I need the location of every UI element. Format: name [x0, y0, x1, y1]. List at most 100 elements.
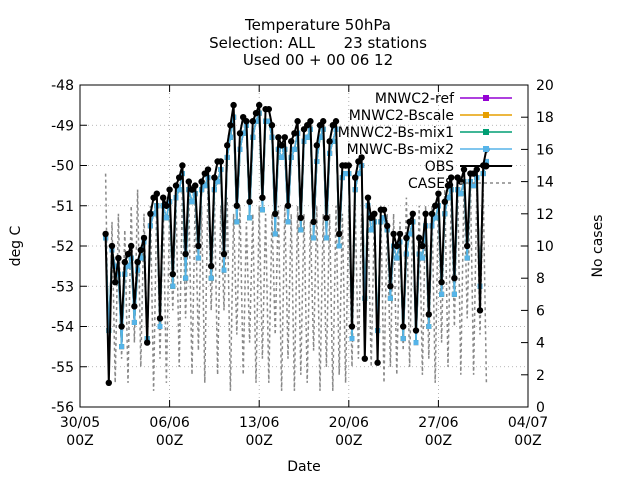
point-mnwc-bs-mix2	[138, 255, 144, 261]
point-obs	[105, 379, 113, 387]
point-obs	[403, 234, 410, 242]
point-obs	[464, 242, 471, 250]
point-obs	[243, 118, 250, 125]
point-obs	[268, 122, 276, 129]
point-obs	[124, 250, 132, 258]
point-mnwc-bs-mix2	[247, 215, 253, 221]
point-obs	[352, 174, 359, 181]
legend-marker-obs	[482, 162, 490, 170]
point-mnwc-bs-mix2	[163, 215, 169, 221]
point-mnwc-bs-mix2	[464, 255, 470, 261]
point-obs	[460, 166, 468, 173]
x-axis-label: Date	[287, 459, 320, 475]
point-obs	[348, 323, 356, 330]
point-mnwc-bs-mix2	[266, 118, 272, 124]
point-mnwc-bs-mix2	[426, 324, 432, 329]
x-tick-label-time: 00Z	[514, 433, 541, 449]
point-obs	[185, 178, 192, 185]
point-obs	[160, 194, 167, 201]
point-mnwc-bs-mix2	[202, 183, 208, 189]
point-obs	[172, 182, 180, 189]
point-obs	[390, 230, 397, 238]
point-obs	[169, 270, 176, 278]
point-obs	[384, 222, 391, 230]
y2-tick-label: 10	[536, 239, 554, 255]
point-obs	[140, 234, 148, 242]
point-obs	[118, 323, 125, 330]
point-obs	[406, 218, 413, 226]
legend-label-mnwc-bs-mix2: MNWC-Bs-mix2	[347, 142, 454, 158]
point-obs	[204, 166, 212, 173]
point-obs	[400, 323, 407, 330]
legend-marker-mnwc-bs-mix2	[483, 146, 489, 152]
point-mnwc-bs-mix2	[285, 219, 291, 225]
point-mnwc-bs-mix2	[195, 255, 201, 261]
point-obs	[121, 258, 128, 266]
chart-title-line-3: Used 00 + 00 06 12	[243, 51, 393, 69]
point-obs	[416, 234, 423, 242]
point-mnwc-bs-mix2	[368, 227, 374, 233]
point-obs	[409, 210, 416, 217]
y-tick-label: -51	[51, 199, 74, 215]
point-mnwc-bs-mix2	[298, 227, 304, 233]
point-obs	[137, 246, 144, 254]
point-obs	[153, 190, 160, 197]
y2-tick-label: 4	[536, 336, 545, 352]
point-mnwc-bs-mix2	[234, 219, 240, 225]
point-obs	[208, 262, 215, 270]
legend-label-mnwc2-bs-mix1: MNWC2-Bs-mix1	[338, 125, 454, 141]
point-obs	[387, 283, 394, 290]
series-line-cases	[104, 173, 488, 391]
point-obs	[364, 194, 372, 201]
point-obs	[163, 202, 170, 209]
point-mnwc-bs-mix2	[471, 183, 477, 189]
legend-marker-mnwc2-ref	[483, 95, 489, 101]
point-obs	[451, 275, 458, 282]
point-obs	[272, 210, 279, 217]
y-tick-label: -49	[51, 118, 74, 134]
y2-tick-label: 2	[536, 368, 545, 384]
point-mnwc-bs-mix2	[413, 340, 419, 346]
y2-tick-label: 18	[536, 110, 554, 126]
point-obs	[476, 307, 484, 314]
point-obs	[374, 359, 381, 366]
x-tick-label-time: 00Z	[156, 433, 183, 449]
legend-label-cases: CASES	[408, 176, 454, 192]
y-tick-label: -50	[51, 159, 74, 175]
point-mnwc-bs-mix2	[323, 235, 329, 241]
point-obs	[371, 210, 378, 217]
point-obs	[345, 162, 352, 169]
point-obs	[444, 182, 452, 189]
point-obs	[195, 242, 202, 250]
cases-layer	[104, 173, 488, 391]
y-tick-label: -55	[51, 360, 74, 376]
point-obs	[102, 230, 109, 238]
y-tick-label: -48	[51, 78, 74, 94]
legend-marker-mnwc2-bs-mix1	[483, 129, 489, 135]
point-obs	[134, 258, 141, 266]
point-obs	[291, 130, 298, 137]
point-obs	[166, 186, 173, 193]
point-mnwc-bs-mix2	[170, 283, 176, 289]
point-obs	[275, 134, 282, 141]
point-obs	[313, 142, 320, 149]
point-mnwc-bs-mix2	[317, 134, 323, 140]
point-obs	[128, 242, 135, 250]
point-mnwc-bs-mix2	[355, 171, 361, 177]
y-tick-label: -52	[51, 239, 74, 255]
point-mnwc-bs-mix2	[445, 195, 451, 201]
point-mnwc-bs-mix2	[183, 275, 189, 281]
point-mnwc-bs-mix2	[336, 243, 342, 249]
y2-tick-label: 14	[536, 175, 554, 191]
point-obs	[473, 166, 480, 173]
legend: MNWC2-refMNWC2-BscaleMNWC2-Bs-mix1MNWC-B…	[338, 91, 512, 192]
point-obs	[108, 242, 116, 250]
point-obs	[249, 118, 256, 125]
legend-label-mnwc2-bscale: MNWC2-Bscale	[349, 108, 454, 124]
point-obs	[297, 214, 304, 222]
point-obs	[307, 118, 314, 125]
point-mnwc-bs-mix2	[157, 324, 163, 329]
point-mnwc-bs-mix2	[394, 255, 400, 261]
point-obs	[432, 202, 439, 209]
